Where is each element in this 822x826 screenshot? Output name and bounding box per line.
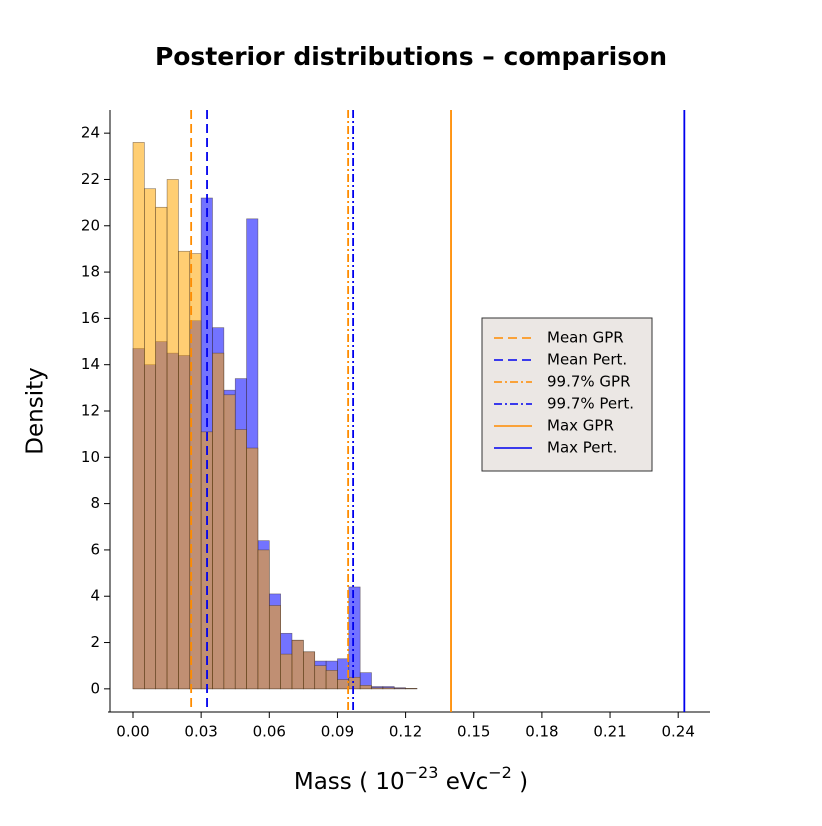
x-tick-label: 0.21 [593,723,626,741]
histogram-bar [178,251,189,689]
x-label-text: ) [512,769,528,795]
histogram-bar [224,395,235,689]
histogram-bar [269,605,280,688]
x-tick-label: 0.15 [457,723,490,741]
y-tick-label: 8 [90,494,100,512]
y-tick-label: 24 [81,124,100,142]
histogram-bar [281,654,292,689]
histogram-bar [247,448,258,689]
x-label-text: Mass ( 10 [294,769,405,795]
x-tick-label: 0.12 [389,723,422,741]
histogram-bar [349,677,360,689]
histogram-bar [303,652,314,689]
legend-label: Max GPR [547,417,614,435]
histogram-bar [190,254,201,689]
x-tick-label: 0.06 [253,723,286,741]
histogram-bar [235,430,246,689]
y-tick-label: 10 [81,448,100,466]
x-label-text: eVc [438,769,488,795]
legend-label: Mean Pert. [547,351,627,369]
histogram-bar [144,189,155,689]
y-tick-label: 18 [81,263,100,281]
histogram-bar [326,670,337,689]
x-tick-label: 0.03 [184,723,217,741]
y-tick-label: 22 [81,170,100,188]
histogram-bar [292,640,303,689]
x-axis-label: Mass ( 10−23 eVc−2 ) [294,763,528,795]
histogram-bar [156,207,167,689]
histogram-bar [133,142,144,688]
y-tick-label: 12 [81,402,100,420]
y-tick-label: 14 [81,355,100,373]
y-tick-label: 0 [90,679,100,697]
x-tick-label: 0.24 [661,723,694,741]
x-label-superscript: −2 [488,763,512,782]
y-tick-label: 16 [81,309,100,327]
x-tick-label: 0.09 [321,723,354,741]
chart-title: Posterior distributions – comparison [155,42,667,71]
x-tick-label: 0.00 [116,723,149,741]
legend-label: 99.7% Pert. [547,395,634,413]
y-tick-label: 4 [90,587,100,605]
histogram-bar [372,688,383,689]
legend-label: 99.7% GPR [547,373,631,391]
legend-label: Max Pert. [547,439,617,457]
histogram-bar [315,666,326,689]
y-tick-label: 6 [90,540,100,558]
histogram-bar [349,587,360,689]
y-axis-label: Density [23,367,49,454]
x-tick-label: 0.18 [525,723,558,741]
y-tick-label: 20 [81,216,100,234]
x-label-superscript: −23 [405,763,439,782]
histogram-bar [360,685,371,688]
histogram-bar [337,680,348,689]
legend-label: Mean GPR [547,329,624,347]
histogram-bar [258,550,269,689]
histogram-bar [212,353,223,689]
histogram-bar [383,688,394,689]
y-tick-label: 2 [90,633,100,651]
histogram-bar [167,179,178,688]
